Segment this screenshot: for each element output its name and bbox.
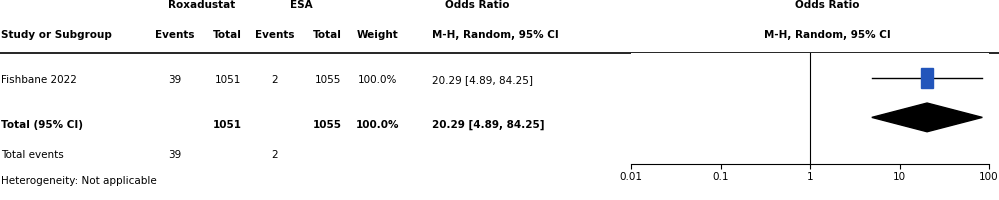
Text: 1051: 1051 xyxy=(213,119,243,129)
Text: Total: Total xyxy=(214,30,242,40)
Text: 39: 39 xyxy=(168,75,182,85)
Text: ESA: ESA xyxy=(291,0,313,10)
Text: M-H, Random, 95% CI: M-H, Random, 95% CI xyxy=(764,30,890,40)
Text: 2: 2 xyxy=(272,149,278,159)
Text: 20.29 [4.89, 84.25]: 20.29 [4.89, 84.25] xyxy=(432,75,532,85)
Text: Study or Subgroup: Study or Subgroup xyxy=(1,30,112,40)
Text: Total events: Total events xyxy=(1,149,64,159)
Text: Total: Total xyxy=(314,30,342,40)
Text: Fishbane 2022: Fishbane 2022 xyxy=(1,75,77,85)
Bar xyxy=(921,68,933,88)
Text: Total (95% CI): Total (95% CI) xyxy=(1,119,83,129)
Text: Events: Events xyxy=(155,30,195,40)
Text: 100.0%: 100.0% xyxy=(358,75,398,85)
Text: Odds Ratio: Odds Ratio xyxy=(446,0,509,10)
Text: Odds Ratio: Odds Ratio xyxy=(795,0,859,10)
Polygon shape xyxy=(872,104,982,132)
Text: 2: 2 xyxy=(272,75,278,85)
Text: 20.29 [4.89, 84.25]: 20.29 [4.89, 84.25] xyxy=(432,119,544,129)
Text: 1051: 1051 xyxy=(215,75,241,85)
Text: Events: Events xyxy=(255,30,295,40)
Text: 100.0%: 100.0% xyxy=(356,119,400,129)
Text: 1055: 1055 xyxy=(315,75,341,85)
Text: Weight: Weight xyxy=(357,30,399,40)
Text: M-H, Random, 95% CI: M-H, Random, 95% CI xyxy=(432,30,558,40)
Text: Heterogeneity: Not applicable: Heterogeneity: Not applicable xyxy=(1,175,157,185)
Text: Roxadustat: Roxadustat xyxy=(168,0,236,10)
Text: 39: 39 xyxy=(168,149,182,159)
Text: 1055: 1055 xyxy=(313,119,343,129)
